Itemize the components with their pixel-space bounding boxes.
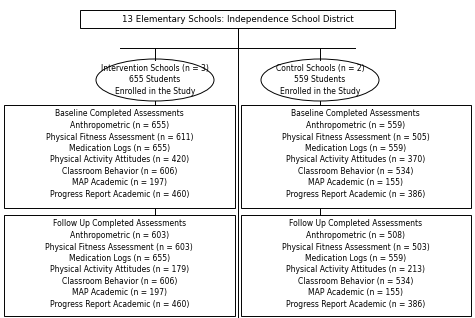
Text: Physical Fitness Assessment (n = 505): Physical Fitness Assessment (n = 505) [282,133,429,142]
Text: Classroom Behavior (n = 606): Classroom Behavior (n = 606) [62,277,177,286]
Ellipse shape [261,59,379,101]
Text: Physical Fitness Assessment (n = 603): Physical Fitness Assessment (n = 603) [46,243,193,252]
Text: MAP Academic (n = 197): MAP Academic (n = 197) [72,288,167,298]
Text: Anthropometric (n = 508): Anthropometric (n = 508) [306,231,405,240]
FancyBboxPatch shape [240,215,471,316]
Text: Progress Report Academic (n = 460): Progress Report Academic (n = 460) [49,300,189,309]
Text: Baseline Completed Assessments: Baseline Completed Assessments [291,109,420,118]
Text: MAP Academic (n = 155): MAP Academic (n = 155) [308,178,403,188]
Text: Anthropometric (n = 603): Anthropometric (n = 603) [70,231,169,240]
Text: Medication Logs (n = 655): Medication Logs (n = 655) [69,144,170,153]
Text: Intervention Schools (n = 3)
655 Students
Enrolled in the Study: Intervention Schools (n = 3) 655 Student… [101,64,209,96]
Text: Physical Activity Attitudes (n = 213): Physical Activity Attitudes (n = 213) [286,266,425,274]
Text: Physical Fitness Assessment (n = 611): Physical Fitness Assessment (n = 611) [46,133,193,142]
Text: Physical Fitness Assessment (n = 503): Physical Fitness Assessment (n = 503) [282,243,429,252]
FancyBboxPatch shape [4,105,235,208]
Text: Baseline Completed Assessments: Baseline Completed Assessments [55,109,184,118]
Text: Anthropometric (n = 655): Anthropometric (n = 655) [70,121,169,130]
Text: Physical Activity Attitudes (n = 179): Physical Activity Attitudes (n = 179) [50,266,189,274]
FancyBboxPatch shape [4,215,235,316]
FancyBboxPatch shape [80,10,395,28]
Text: Progress Report Academic (n = 386): Progress Report Academic (n = 386) [286,190,426,199]
Text: Follow Up Completed Assessments: Follow Up Completed Assessments [53,219,186,228]
Text: Control Schools (n = 2)
559 Students
Enrolled in the Study: Control Schools (n = 2) 559 Students Enr… [276,64,364,96]
Ellipse shape [96,59,214,101]
Text: Follow Up Completed Assessments: Follow Up Completed Assessments [289,219,422,228]
Text: Physical Activity Attitudes (n = 370): Physical Activity Attitudes (n = 370) [286,156,426,164]
Text: Physical Activity Attitudes (n = 420): Physical Activity Attitudes (n = 420) [50,156,189,164]
Text: Progress Report Academic (n = 386): Progress Report Academic (n = 386) [286,300,426,309]
Text: Classroom Behavior (n = 606): Classroom Behavior (n = 606) [62,167,177,176]
Text: 13 Elementary Schools: Independence School District: 13 Elementary Schools: Independence Scho… [122,15,353,24]
Text: Anthropometric (n = 559): Anthropometric (n = 559) [306,121,405,130]
Text: MAP Academic (n = 197): MAP Academic (n = 197) [72,178,167,188]
Text: Classroom Behavior (n = 534): Classroom Behavior (n = 534) [298,277,413,286]
Text: Progress Report Academic (n = 460): Progress Report Academic (n = 460) [49,190,189,199]
Text: Medication Logs (n = 655): Medication Logs (n = 655) [69,254,170,263]
FancyBboxPatch shape [240,105,471,208]
Text: Classroom Behavior (n = 534): Classroom Behavior (n = 534) [298,167,413,176]
Text: MAP Academic (n = 155): MAP Academic (n = 155) [308,288,403,298]
Text: Medication Logs (n = 559): Medication Logs (n = 559) [305,254,406,263]
Text: Medication Logs (n = 559): Medication Logs (n = 559) [305,144,406,153]
